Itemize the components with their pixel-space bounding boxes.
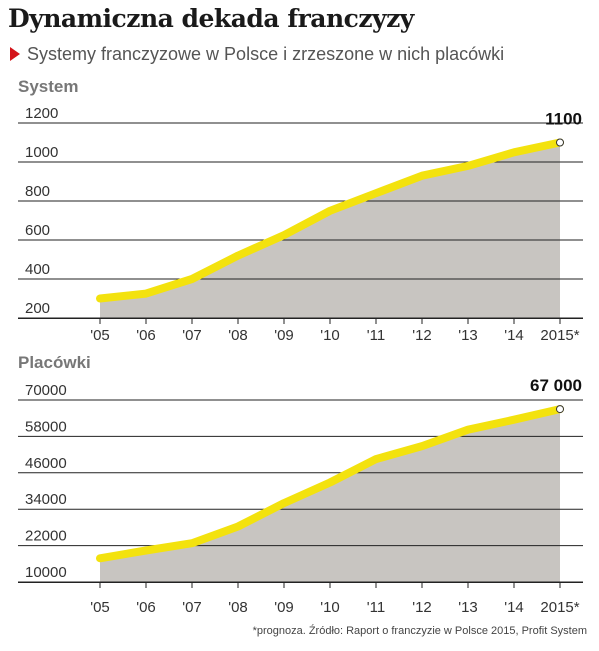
x-tick-label: '11 (367, 599, 385, 616)
subtitle-text: Systemy franczyzowe w Polsce i zrzeszone… (27, 44, 505, 64)
x-tick-label: '14 (504, 327, 524, 344)
y-tick-label: 10000 (25, 564, 67, 581)
x-tick-label: '05 (90, 327, 110, 344)
x-tick-label: '11 (367, 327, 385, 344)
y-tick-label: 200 (25, 300, 50, 317)
x-tick-label: 2015* (540, 599, 579, 616)
y-tick-label: 34000 (25, 491, 67, 508)
panel-label: Placówki (18, 353, 91, 372)
x-tick-label: 2015* (540, 327, 579, 344)
x-tick-label: '05 (90, 599, 110, 616)
chart-panel-placowki: Placówki 10000 22000 34000 46000 58000 70000 '0… (18, 353, 583, 616)
x-tick-label: '12 (412, 599, 432, 616)
chart-panel-system: System 200 400 600 800 1000 1200 '05 '06 '07 '08 '0… (18, 77, 583, 344)
x-tick-label: '13 (458, 599, 478, 616)
y-tick-label: 46000 (25, 455, 67, 472)
y-tick-label: 600 (25, 222, 50, 239)
end-point-marker (556, 138, 564, 147)
x-tick-label: '10 (320, 599, 340, 616)
y-tick-label: 58000 (25, 418, 67, 435)
x-tick-label: '07 (182, 599, 202, 616)
end-point-marker (556, 405, 564, 414)
y-tick-label: 400 (25, 261, 50, 278)
y-tick-label: 800 (25, 183, 50, 200)
x-tick-label: '06 (136, 327, 156, 344)
chart-subtitle: Systemy franczyzowe w Polsce i zrzeszone… (10, 44, 504, 65)
panel-label: System (18, 77, 78, 96)
x-tick-label: '09 (274, 599, 294, 616)
source-note: *prognoza. Źródło: Raport o franczyzie w… (252, 625, 587, 637)
x-tick-label: '13 (458, 327, 478, 344)
red-triangle-bullet-icon (10, 47, 20, 61)
x-tick-label: '09 (274, 327, 294, 344)
x-tick-label: '10 (320, 327, 340, 344)
end-value-label: 67 000 (530, 376, 582, 395)
x-tick-label: '12 (412, 327, 432, 344)
x-tick-label: '14 (504, 599, 524, 616)
x-tick-label: '07 (182, 327, 202, 344)
area-fill (100, 142, 560, 318)
x-tick-label: '08 (228, 599, 248, 616)
chart-title: Dynamiczna dekada franczyzy (8, 4, 414, 33)
x-tick-label: '06 (136, 599, 156, 616)
x-tick-label: '08 (228, 327, 248, 344)
y-tick-label: 70000 (25, 382, 67, 399)
y-tick-label: 1000 (25, 144, 58, 161)
y-tick-label: 22000 (25, 528, 67, 545)
area-fill (100, 409, 560, 582)
end-value-label: 1100 (545, 110, 582, 129)
y-tick-label: 1200 (25, 105, 58, 122)
series-line (96, 405, 564, 563)
series-line (96, 138, 564, 303)
